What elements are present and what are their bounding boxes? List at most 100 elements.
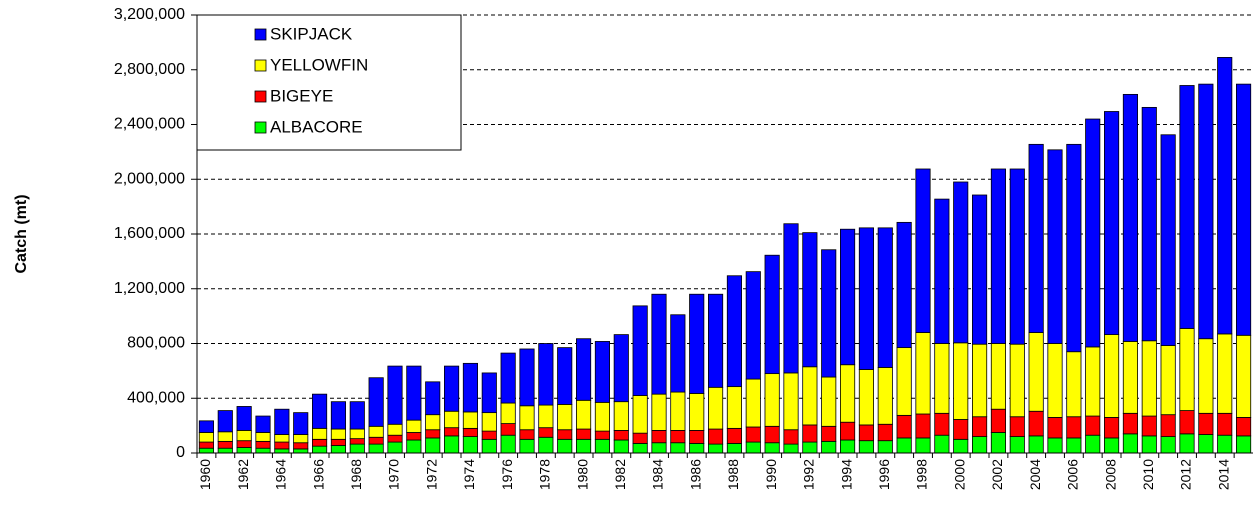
bar-segment: [708, 293, 724, 388]
bar-segment: [783, 429, 799, 445]
bar-segment: [576, 438, 592, 454]
bar-segment: [1009, 416, 1025, 437]
bar-segment: [481, 412, 497, 432]
bar-segment: [293, 442, 309, 450]
bar-segment: [330, 401, 346, 430]
bar-segment: [632, 395, 648, 434]
bar-segment: [576, 399, 592, 430]
bar-segment: [783, 223, 799, 374]
bar-segment: [387, 441, 403, 454]
bar-segment: [821, 376, 837, 427]
bar-segment: [689, 293, 705, 394]
bar-segment: [594, 438, 610, 454]
bar-segment: [217, 447, 233, 454]
bar-segment: [764, 442, 780, 454]
bar-segment: [198, 447, 214, 454]
bar-segment: [236, 447, 252, 454]
bar-segment: [877, 440, 893, 454]
bar-segment: [915, 332, 931, 415]
x-tick-label: 1984: [650, 459, 666, 490]
bar-segment: [670, 442, 686, 454]
bar-segment: [915, 437, 931, 454]
x-tick-label: 1990: [763, 459, 779, 490]
bar-segment: [255, 440, 271, 449]
bar-segment: [217, 440, 233, 449]
bar-segment: [896, 437, 912, 454]
x-tick-label: 1960: [197, 459, 213, 490]
bar-segment: [406, 365, 422, 421]
bar-segment: [1198, 434, 1214, 454]
bar-segment: [745, 441, 761, 454]
bar-segment: [557, 429, 573, 440]
bar-segment: [1160, 134, 1176, 346]
bar-segment: [764, 425, 780, 444]
x-tick-label: 2008: [1102, 459, 1118, 490]
bar-segment: [255, 415, 271, 433]
bar-segment: [1141, 106, 1157, 342]
legend-label: YELLOWFIN: [270, 55, 368, 74]
bar-segment: [1217, 333, 1233, 414]
legend-swatch: [254, 28, 267, 41]
x-tick-label: 2002: [989, 459, 1005, 490]
bar-segment: [726, 386, 742, 429]
bar-segment: [1066, 351, 1082, 418]
bar-segment: [1085, 415, 1101, 436]
x-tick-label: 2000: [951, 459, 967, 490]
bar-segment: [236, 440, 252, 448]
bar-segment: [840, 421, 856, 441]
bar-segment: [858, 424, 874, 442]
bar-segment: [1104, 417, 1120, 439]
x-tick-label: 2012: [1178, 459, 1194, 490]
x-tick-label: 2006: [1065, 459, 1081, 490]
bar-segment: [594, 401, 610, 432]
bar-segment: [444, 365, 460, 412]
bar-segment: [1104, 437, 1120, 454]
bar-segment: [500, 434, 516, 454]
bar-segment: [236, 406, 252, 431]
bar-segment: [840, 228, 856, 366]
bar-segment: [1179, 433, 1195, 454]
bar-segment: [708, 386, 724, 430]
y-tick-label: 800,000: [127, 335, 185, 352]
bar-segment: [557, 404, 573, 431]
bar-segment: [915, 168, 931, 333]
bar-segment: [330, 428, 346, 440]
bar-segment: [293, 448, 309, 454]
bar-segment: [783, 372, 799, 431]
bar-segment: [1141, 435, 1157, 454]
y-tick-label: 400,000: [127, 389, 185, 406]
y-axis-label: Catch (mt): [13, 194, 30, 273]
legend-label: BIGEYE: [270, 86, 333, 105]
x-tick-label: 1974: [461, 459, 477, 490]
bar-segment: [745, 378, 761, 428]
bar-segment: [802, 366, 818, 426]
bar-segment: [330, 445, 346, 454]
bar-segment: [557, 347, 573, 405]
bar-segment: [312, 393, 328, 429]
bar-segment: [934, 412, 950, 436]
bar-segment: [1066, 143, 1082, 353]
bar-segment: [1122, 93, 1138, 342]
bar-segment: [934, 434, 950, 454]
bar-segment: [462, 362, 478, 413]
bar-segment: [217, 410, 233, 433]
bar-segment: [1122, 412, 1138, 435]
bar-segment: [651, 393, 667, 431]
bar-segment: [368, 425, 384, 438]
bar-segment: [576, 428, 592, 440]
y-tick-label: 0: [176, 444, 185, 461]
bar-segment: [802, 424, 818, 443]
bar-segment: [406, 439, 422, 454]
bar-segment: [481, 372, 497, 414]
bar-segment: [972, 416, 988, 437]
bar-segment: [519, 405, 535, 431]
bar-segment: [349, 401, 365, 430]
bar-segment: [274, 441, 290, 450]
bar-segment: [1141, 415, 1157, 437]
bar-segment: [1141, 340, 1157, 417]
legend-label: SKIPJACK: [270, 24, 353, 43]
bar-segment: [708, 443, 724, 454]
bar-segment: [462, 427, 478, 437]
bar-segment: [990, 408, 1006, 433]
bar-segment: [1122, 341, 1138, 414]
